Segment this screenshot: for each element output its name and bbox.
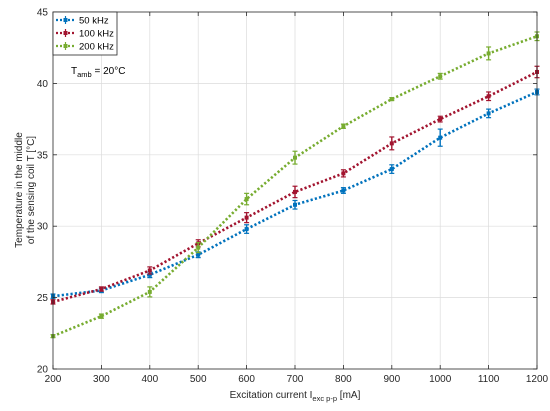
x-axis-label-unit: [mA] (337, 390, 361, 401)
x-tick-label: 900 (383, 374, 400, 385)
data-point (438, 135, 443, 140)
y-tick-label: 45 (37, 8, 49, 19)
data-point (438, 117, 443, 122)
data-point (486, 51, 491, 56)
data-point (244, 197, 249, 202)
legend: 50 kHz 100 kHz 200 kHz (52, 11, 118, 56)
x-tick-label: 400 (141, 374, 158, 385)
data-point (196, 252, 201, 257)
ticks: 200 300 400 500 600 700 800 900 1000 1100 1200 20 25… (37, 8, 549, 386)
grid (53, 12, 537, 369)
data-point (486, 94, 491, 99)
data-point (341, 171, 346, 176)
x-tick-label: 1200 (526, 374, 549, 385)
legend-entry: 50 kHz (56, 16, 109, 27)
y-tick-label: 40 (37, 79, 49, 90)
legend-entry: 200 kHz (56, 42, 114, 53)
legend-swatch-marker (63, 31, 68, 35)
legend-swatch-marker (63, 44, 68, 48)
data-point (99, 314, 104, 319)
data-point (389, 141, 394, 146)
series-layer (50, 31, 540, 339)
legend-swatch-marker (63, 18, 68, 22)
series-2 (50, 31, 540, 339)
legend-entry: 100 kHz (56, 29, 114, 40)
x-axis-label: Excitation current Iexc p-p [mA] (230, 390, 361, 403)
y-tick-label: 25 (37, 293, 49, 304)
ambient-annotation-prefix: T (71, 66, 77, 77)
y-tick-label: 35 (37, 150, 49, 161)
data-point (147, 268, 152, 273)
x-tick-label: 1000 (429, 374, 452, 385)
ambient-annotation-suffix: = 20°C (92, 66, 126, 77)
legend-label: 100 kHz (79, 29, 114, 40)
data-point (293, 189, 297, 194)
y-axis-label-line1: Temperature in the middle (14, 132, 25, 248)
ambient-annotation-sub: amb (77, 70, 92, 79)
x-tick-label: 600 (238, 374, 255, 385)
x-tick-label: 500 (190, 374, 207, 385)
data-point (438, 74, 443, 79)
data-point (244, 227, 249, 232)
y-axis-label-line2: of the sensing coil T [°C] (26, 136, 37, 244)
data-point (244, 215, 249, 220)
data-point (389, 167, 394, 172)
x-tick-label: 700 (287, 374, 304, 385)
data-point (147, 289, 152, 294)
series-line (52, 70, 538, 304)
y-tick-label: 20 (37, 365, 49, 376)
legend-label: 200 kHz (79, 42, 114, 53)
data-point (341, 188, 346, 193)
x-axis-label-sub: exc p-p (312, 394, 337, 403)
data-point (147, 272, 152, 277)
data-point (389, 97, 394, 102)
data-point (196, 245, 201, 250)
data-point (341, 124, 346, 129)
data-point (293, 155, 297, 160)
x-tick-label: 1100 (478, 374, 500, 385)
data-point (486, 111, 491, 116)
x-tick-label: 300 (93, 374, 110, 385)
x-tick-label: 800 (335, 374, 352, 385)
x-tick-label: 200 (45, 374, 62, 385)
legend-label: 50 kHz (79, 16, 109, 27)
data-point (293, 202, 297, 207)
data-point (99, 287, 104, 292)
y-tick-label: 30 (37, 222, 49, 233)
x-axis-label-main: Excitation current I (230, 390, 313, 401)
ambient-annotation: Tamb = 20°C (71, 66, 125, 79)
